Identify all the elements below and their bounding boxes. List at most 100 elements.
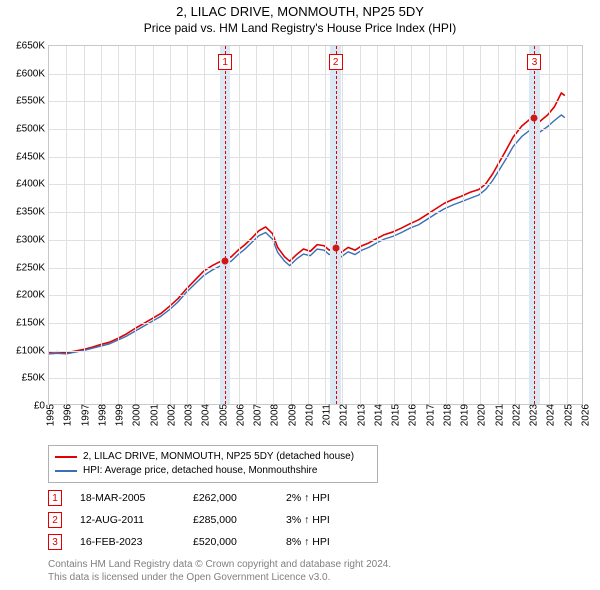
x-tick-label: 2017 (421, 404, 436, 426)
sale-point (332, 245, 339, 252)
x-tick-label: 1995 (42, 404, 57, 426)
gridline-h (49, 295, 582, 296)
sales-row: 2 12-AUG-2011 £285,000 3% ↑ HPI (48, 509, 330, 531)
gridline-v (446, 46, 447, 404)
x-tick-label: 2008 (266, 404, 281, 426)
gridline-v (480, 46, 481, 404)
sale-marker-box: 3 (527, 54, 541, 70)
title-line-2: Price paid vs. HM Land Registry's House … (0, 21, 600, 37)
gridline-h (49, 323, 582, 324)
gridline-v (549, 46, 550, 404)
sales-row-marker: 1 (48, 490, 62, 506)
legend-label: 2, LILAC DRIVE, MONMOUTH, NP25 5DY (deta… (83, 450, 354, 464)
gridline-v (66, 46, 67, 404)
gridline-h (49, 129, 582, 130)
gridline-v (256, 46, 257, 404)
sales-row-price: £520,000 (193, 536, 268, 548)
sales-row-date: 18-MAR-2005 (80, 492, 175, 504)
x-tick-label: 2011 (318, 404, 333, 426)
x-tick-label: 2026 (577, 404, 592, 426)
gridline-v (101, 46, 102, 404)
sales-row-delta: 3% ↑ HPI (286, 514, 330, 526)
y-tick-label: £550K (16, 96, 49, 107)
y-tick-label: £100K (16, 345, 49, 356)
x-tick-label: 2021 (490, 404, 505, 426)
title-block: 2, LILAC DRIVE, MONMOUTH, NP25 5DY Price… (0, 4, 600, 36)
y-tick-label: £450K (16, 151, 49, 162)
y-tick-label: £400K (16, 179, 49, 190)
footnote-line-1: Contains HM Land Registry data © Crown c… (48, 558, 391, 571)
gridline-v (342, 46, 343, 404)
x-tick-label: 2022 (507, 404, 522, 426)
sales-row-marker: 3 (48, 534, 62, 550)
legend-swatch (55, 470, 77, 472)
x-tick-label: 2018 (438, 404, 453, 426)
gridline-v (463, 46, 464, 404)
legend-row: 2, LILAC DRIVE, MONMOUTH, NP25 5DY (deta… (55, 450, 371, 464)
sales-row-price: £285,000 (193, 514, 268, 526)
x-tick-label: 2002 (162, 404, 177, 426)
gridline-v (377, 46, 378, 404)
x-tick-label: 2023 (525, 404, 540, 426)
sales-row: 1 18-MAR-2005 £262,000 2% ↑ HPI (48, 487, 330, 509)
x-tick-label: 2013 (352, 404, 367, 426)
gridline-h (49, 101, 582, 102)
sale-point (222, 257, 229, 264)
gridline-h (49, 157, 582, 158)
gridline-v (204, 46, 205, 404)
footnote-line-2: This data is licensed under the Open Gov… (48, 571, 391, 584)
gridline-v (222, 46, 223, 404)
x-tick-label: 2010 (300, 404, 315, 426)
x-tick-label: 1999 (111, 404, 126, 426)
y-tick-label: £250K (16, 262, 49, 273)
sale-marker-box: 1 (218, 54, 232, 70)
x-tick-label: 2003 (180, 404, 195, 426)
gridline-v (360, 46, 361, 404)
x-tick-label: 2004 (197, 404, 212, 426)
x-tick-label: 2009 (283, 404, 298, 426)
y-tick-label: £200K (16, 290, 49, 301)
y-tick-label: £300K (16, 234, 49, 245)
legend-row: HPI: Average price, detached house, Monm… (55, 464, 371, 478)
x-tick-label: 2019 (456, 404, 471, 426)
gridline-v (170, 46, 171, 404)
gridline-v (515, 46, 516, 404)
gridline-v (273, 46, 274, 404)
x-tick-label: 2016 (404, 404, 419, 426)
x-tick-label: 2014 (369, 404, 384, 426)
y-tick-label: £500K (16, 124, 49, 135)
x-tick-label: 2005 (214, 404, 229, 426)
page-root: 2, LILAC DRIVE, MONMOUTH, NP25 5DY Price… (0, 0, 600, 590)
sales-row-price: £262,000 (193, 492, 268, 504)
gridline-h (49, 74, 582, 75)
x-tick-label: 1997 (76, 404, 91, 426)
sales-row-delta: 8% ↑ HPI (286, 536, 330, 548)
gridline-v (239, 46, 240, 404)
gridline-v (308, 46, 309, 404)
gridline-v (394, 46, 395, 404)
sales-row-marker: 2 (48, 512, 62, 528)
footnote: Contains HM Land Registry data © Crown c… (48, 558, 391, 584)
x-tick-label: 2006 (231, 404, 246, 426)
gridline-v (532, 46, 533, 404)
sales-row-delta: 2% ↑ HPI (286, 492, 330, 504)
y-tick-label: £350K (16, 207, 49, 218)
legend-label: HPI: Average price, detached house, Monm… (83, 464, 317, 478)
x-tick-label: 2007 (249, 404, 264, 426)
sales-row-date: 12-AUG-2011 (80, 514, 175, 526)
x-tick-label: 2001 (145, 404, 160, 426)
x-tick-label: 1998 (93, 404, 108, 426)
sale-point (531, 115, 538, 122)
sales-table: 1 18-MAR-2005 £262,000 2% ↑ HPI 2 12-AUG-2011… (48, 487, 330, 553)
y-tick-label: £600K (16, 68, 49, 79)
x-tick-label: 2025 (559, 404, 574, 426)
sale-marker-box: 2 (329, 54, 343, 70)
y-tick-label: £150K (16, 317, 49, 328)
gridline-v (429, 46, 430, 404)
gridline-v (84, 46, 85, 404)
x-tick-label: 2000 (128, 404, 143, 426)
gridline-v (411, 46, 412, 404)
gridline-h (49, 184, 582, 185)
gridline-v (153, 46, 154, 404)
y-tick-label: £650K (16, 41, 49, 52)
